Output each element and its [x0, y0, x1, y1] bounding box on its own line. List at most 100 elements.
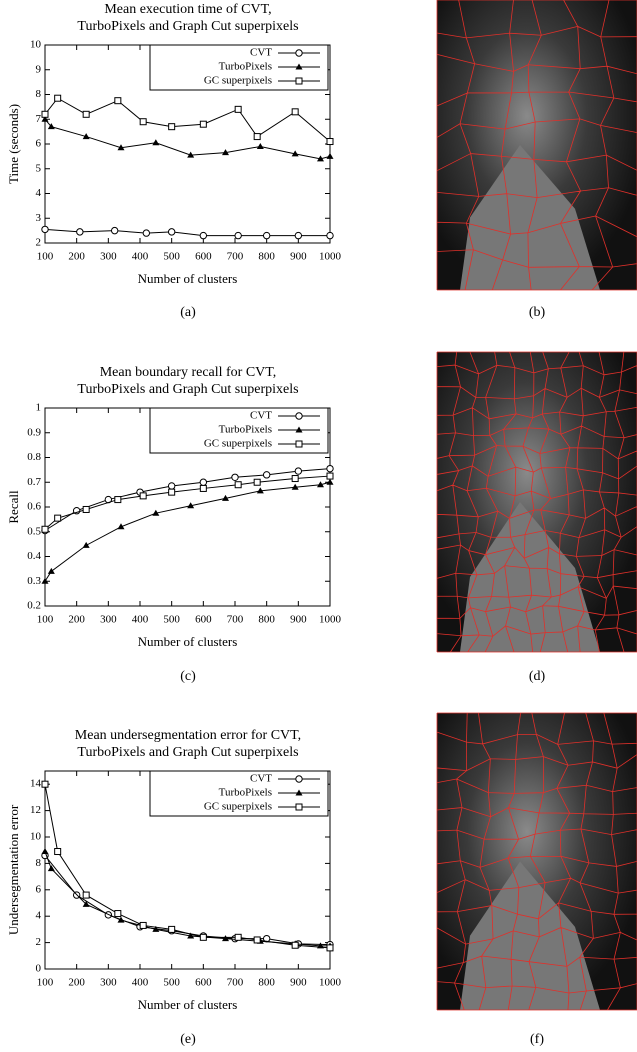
x-axis-label: Number of clusters: [138, 271, 238, 286]
marker: [82, 110, 90, 118]
y-tick-label: 10: [30, 831, 42, 843]
marker: [291, 941, 299, 949]
marker: [187, 502, 195, 509]
marker: [256, 487, 264, 494]
marker: [152, 509, 160, 516]
marker: [47, 865, 55, 872]
marker: [291, 108, 299, 116]
marker: [294, 231, 303, 240]
y-axis-label: Undersegmentation error: [6, 804, 21, 935]
y-tick-label: 12: [30, 804, 41, 816]
chart-title: TurboPixels and Graph Cut superpixels: [77, 19, 298, 34]
marker: [110, 226, 119, 235]
marker: [41, 115, 49, 122]
marker: [47, 123, 55, 130]
marker: [114, 496, 122, 504]
marker: [199, 484, 207, 492]
caption: (c): [180, 669, 196, 684]
marker: [222, 494, 229, 501]
superpixel-boundaries: [436, 351, 637, 653]
marker: [117, 916, 125, 923]
x-tick-label: 400: [132, 251, 149, 263]
marker: [199, 120, 207, 128]
marker: [295, 789, 303, 796]
x-tick-label: 800: [258, 614, 275, 626]
marker: [262, 471, 271, 479]
superpixel-boundaries: [436, 0, 637, 291]
marker: [295, 63, 303, 70]
y-tick-label: 0.3: [27, 575, 41, 587]
chart-title: TurboPixels and Graph Cut superpixels: [77, 382, 298, 397]
marker: [139, 118, 147, 126]
marker: [82, 891, 90, 899]
chart-title: Mean undersegmentation error for CVT,: [75, 728, 301, 743]
marker: [253, 478, 261, 486]
y-tick-label: 0.5: [27, 525, 41, 537]
x-axis-label: Number of clusters: [138, 634, 238, 649]
chart-title: Mean boundary recall for CVT,: [100, 365, 277, 380]
marker: [167, 482, 176, 490]
series-line: [44, 468, 331, 531]
marker: [139, 492, 147, 500]
marker: [47, 567, 55, 574]
marker: [326, 464, 334, 473]
marker: [114, 910, 122, 918]
marker: [222, 149, 229, 156]
y-tick-label: 6: [36, 138, 42, 150]
marker: [295, 77, 303, 85]
marker: [317, 155, 324, 162]
x-tick-label: 500: [163, 614, 180, 626]
marker: [294, 467, 303, 475]
y-tick-label: 3: [36, 212, 42, 224]
caption: (f): [530, 1032, 544, 1047]
marker: [295, 803, 303, 811]
x-tick-label: 700: [227, 614, 244, 626]
marker: [117, 144, 125, 151]
x-tick-label: 800: [258, 977, 275, 989]
y-tick-label: 5: [36, 162, 42, 174]
legend-label: TurboPixels: [219, 61, 272, 73]
marker: [262, 231, 271, 240]
x-tick-label: 900: [290, 251, 307, 263]
x-tick-label: 300: [100, 614, 117, 626]
x-tick-label: 1000: [319, 977, 342, 989]
marker: [168, 123, 176, 131]
x-tick-label: 200: [68, 614, 85, 626]
marker: [82, 541, 90, 548]
series-line: [44, 855, 331, 946]
y-tick-label: 2: [36, 936, 42, 948]
y-tick-label: 9: [36, 63, 42, 75]
y-tick-label: 2: [36, 237, 42, 249]
marker: [234, 105, 242, 113]
marker: [234, 481, 242, 489]
marker: [317, 481, 324, 488]
chart-title: TurboPixels and Graph Cut superpixels: [77, 745, 298, 760]
marker: [76, 228, 84, 236]
legend-label: CVT: [250, 773, 272, 785]
x-tick-label: 700: [227, 977, 244, 989]
series-line: [44, 851, 330, 947]
marker: [326, 944, 334, 952]
y-tick-label: 0.2: [27, 600, 41, 612]
x-tick-label: 900: [290, 614, 307, 626]
chart-title: Mean execution time of CVT,: [104, 2, 271, 17]
x-tick-label: 100: [37, 977, 54, 989]
x-tick-label: 500: [163, 977, 180, 989]
marker: [168, 488, 176, 496]
marker: [139, 921, 147, 929]
marker: [199, 933, 207, 941]
legend-label: TurboPixels: [219, 787, 272, 799]
y-tick-label: 0: [36, 963, 42, 975]
marker: [295, 412, 303, 420]
marker: [253, 133, 261, 141]
y-tick-label: 4: [36, 910, 42, 922]
y-tick-label: 8: [36, 857, 42, 869]
x-tick-label: 800: [258, 251, 275, 263]
y-tick-label: 6: [36, 883, 42, 895]
y-tick-label: 0.4: [27, 550, 41, 562]
y-tick-label: 10: [30, 39, 42, 51]
y-tick-label: 7: [36, 113, 42, 125]
marker: [167, 228, 176, 236]
marker: [152, 139, 160, 146]
